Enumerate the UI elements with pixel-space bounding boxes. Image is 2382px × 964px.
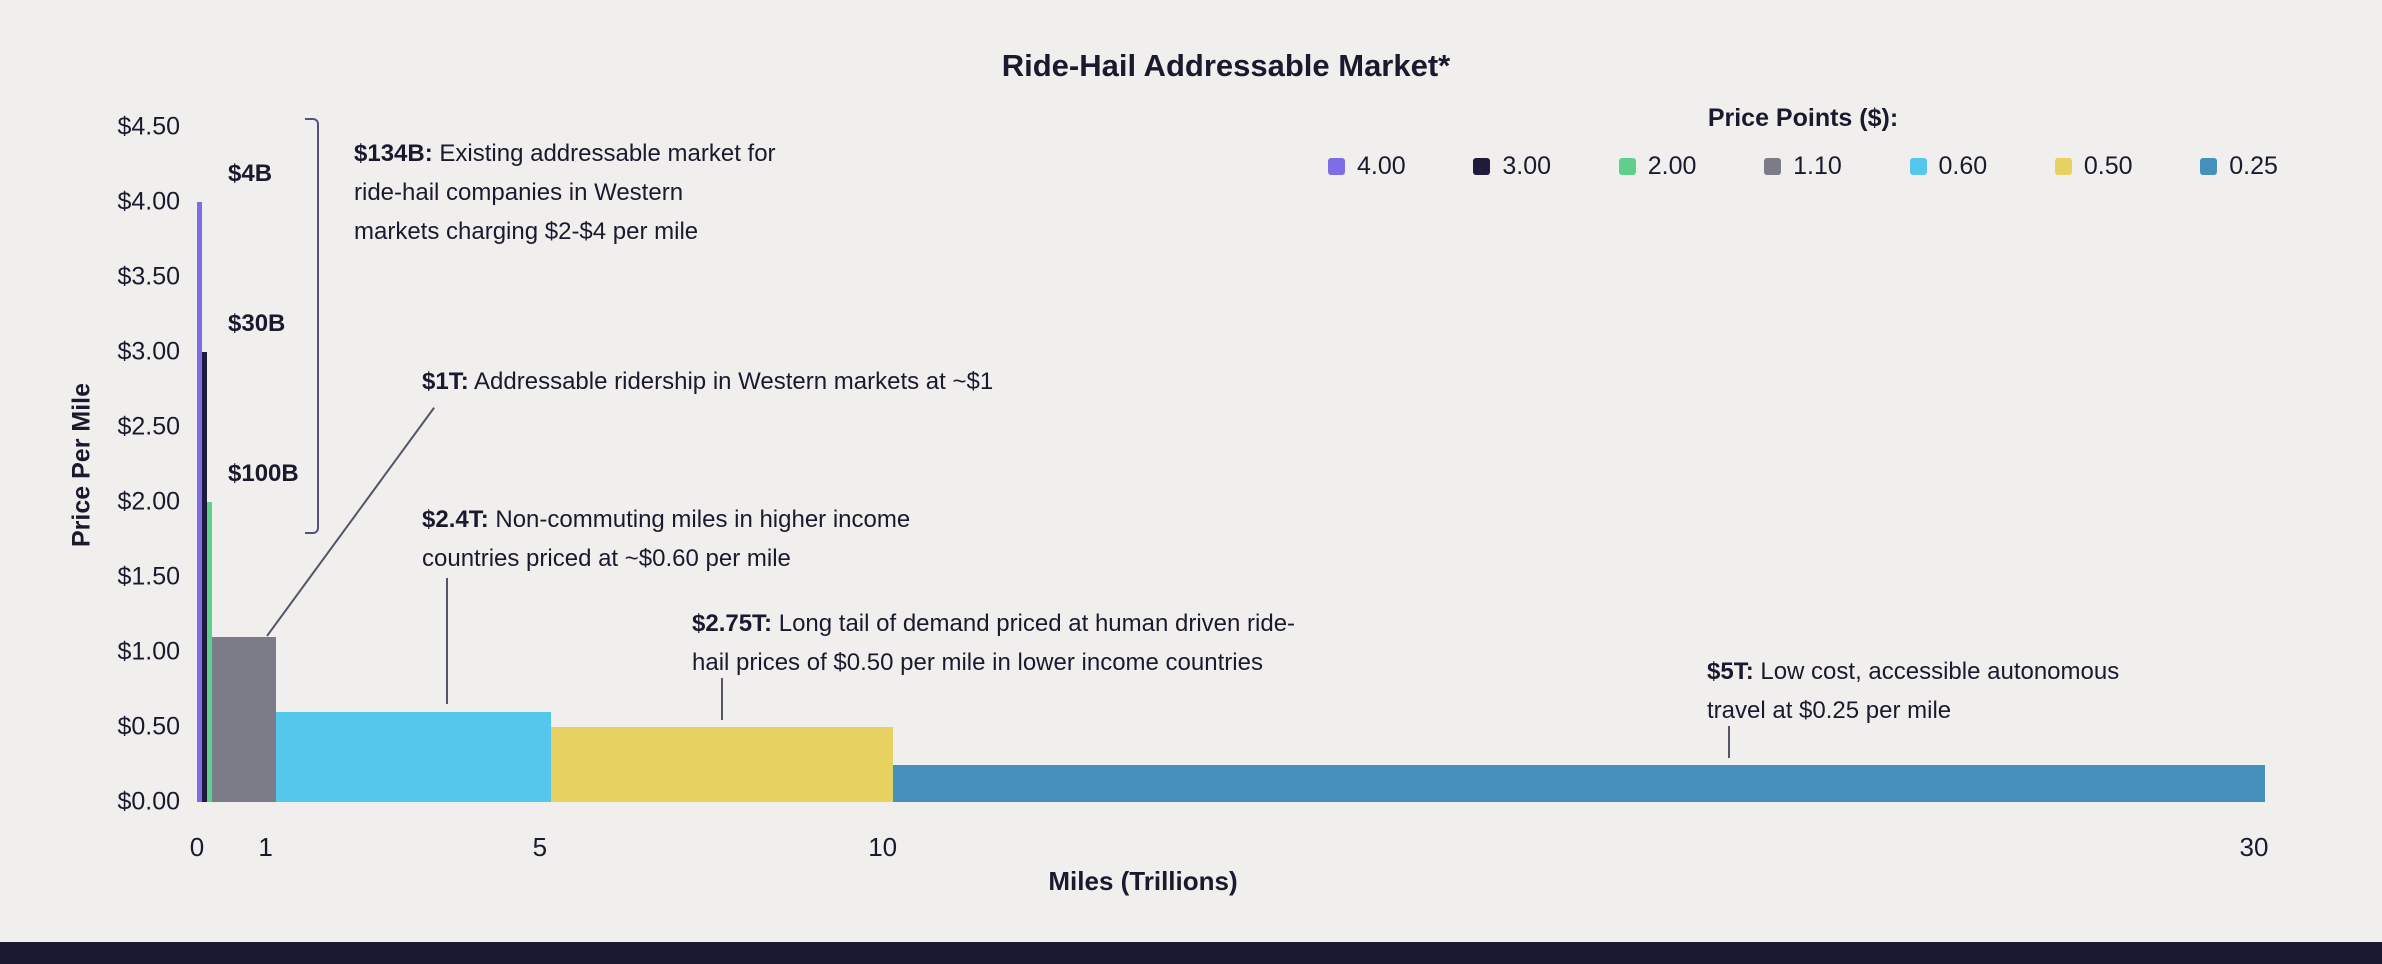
bar-revenue-label-2-00: $100B bbox=[228, 460, 299, 487]
annotation-ridership-1t: $1T: Addressable ridership in Western ma… bbox=[422, 362, 1242, 401]
bar-1-10 bbox=[212, 637, 277, 802]
x-tick-label-0: 0 bbox=[189, 832, 205, 862]
annotation-value-1t: $1T: bbox=[422, 368, 469, 395]
annotation-text-5t: Low cost, accessible autonomous travel a… bbox=[1707, 658, 2120, 724]
annotation-value-134b: $134B: bbox=[354, 140, 433, 167]
annotation-text-2-75t: Long tail of demand priced at human driv… bbox=[692, 610, 1296, 676]
bar-revenue-label-4-00: $4B bbox=[228, 160, 273, 187]
y-tick-label: $3.00 bbox=[117, 337, 180, 366]
legend-item-0-50: 0.50 bbox=[2054, 152, 2133, 181]
chart-title: Ride-Hail Addressable Market* bbox=[1001, 48, 1451, 83]
leader-line-5t bbox=[1728, 726, 1730, 758]
y-tick-label: $3.50 bbox=[117, 262, 180, 291]
y-tick-label: $2.00 bbox=[117, 487, 180, 516]
annotation-autonomous-5t: $5T: Low cost, accessible autonomous tra… bbox=[1707, 652, 2267, 730]
x-axis-title: Miles (Trillions) bbox=[1048, 866, 1238, 896]
leader-line-2-75t bbox=[721, 678, 723, 720]
annotation-noncommuting-2-4t: $2.4T: Non-commuting miles in higher inc… bbox=[422, 500, 1082, 578]
legend-item-label: 0.50 bbox=[2083, 152, 2133, 180]
footer-bar bbox=[0, 942, 2382, 964]
legend-item-3-00: 3.00 bbox=[1473, 152, 1551, 181]
annotation-longtail-2-75t: $2.75T: Long tail of demand priced at hu… bbox=[692, 604, 1492, 682]
bar-4-00 bbox=[197, 202, 202, 802]
legend-item-label: 0.60 bbox=[1938, 152, 1988, 180]
legend-title: Price Points ($): bbox=[1707, 104, 1899, 132]
legend-swatch-1-10 bbox=[1764, 158, 1782, 175]
bar-revenue-label-3-00: $30B bbox=[228, 310, 286, 337]
annotation-text-134b: Existing addressable market for ride-hai… bbox=[354, 140, 776, 245]
legend-swatch-0-50 bbox=[2054, 158, 2072, 175]
annotation-value-2-75t: $2.75T: bbox=[692, 610, 773, 637]
legend-item-label: 3.00 bbox=[1502, 152, 1552, 180]
x-tick-label-5: 5 bbox=[532, 832, 548, 862]
y-tick-label: $4.00 bbox=[117, 187, 180, 216]
annotation-text-2-4t: Non-commuting miles in higher income cou… bbox=[422, 506, 911, 572]
legend-item-4-00: 4.00 bbox=[1328, 152, 1406, 181]
bar-2-00 bbox=[207, 502, 212, 802]
legend-swatch-2-00 bbox=[1618, 158, 1636, 175]
y-tick-label: $0.00 bbox=[117, 787, 180, 816]
legend-swatch-0-25 bbox=[2200, 158, 2218, 175]
legend-item-2-00: 2.00 bbox=[1618, 152, 1697, 181]
legend-item-label: 2.00 bbox=[1647, 152, 1697, 180]
annotation-value-5t: $5T: bbox=[1707, 658, 1754, 685]
bar-0-60 bbox=[276, 712, 551, 802]
y-tick-label: $4.50 bbox=[117, 112, 180, 141]
legend-item-label: 1.10 bbox=[1793, 152, 1842, 180]
x-tick-label-1: 1 bbox=[258, 832, 273, 862]
bar-0-50 bbox=[550, 727, 894, 802]
legend-item-label: 0.25 bbox=[2229, 152, 2278, 180]
legend-swatch-3-00 bbox=[1473, 158, 1491, 175]
legend-item-label: 4.00 bbox=[1357, 152, 1406, 180]
legend-swatch-4-00 bbox=[1328, 158, 1345, 175]
annotation-text-1t: Addressable ridership in Western markets… bbox=[468, 368, 994, 395]
x-tick-label-30: 30 bbox=[2239, 832, 2269, 862]
legend: 4.00 3.00 2.00 1.10 0.60 0.50 0.25 bbox=[1328, 152, 2278, 181]
x-tick-label-10: 10 bbox=[868, 832, 898, 862]
y-tick-label: $1.50 bbox=[117, 562, 180, 591]
legend-item-0-60: 0.60 bbox=[1909, 152, 1988, 181]
annotation-value-2-4t: $2.4T: bbox=[422, 506, 489, 533]
y-tick-label: $0.50 bbox=[117, 712, 180, 741]
leader-line-2-4t bbox=[446, 578, 448, 704]
y-tick-label: $1.00 bbox=[117, 637, 180, 666]
legend-item-0-25: 0.25 bbox=[2200, 152, 2278, 181]
annotation-existing-market-134b: $134B: Existing addressable market for r… bbox=[354, 134, 914, 251]
y-tick-label: $2.50 bbox=[117, 412, 180, 441]
bracket-134b bbox=[305, 118, 319, 534]
legend-item-1-10: 1.10 bbox=[1764, 152, 1842, 181]
bar-0-25 bbox=[893, 764, 2265, 802]
legend-swatch-0-60 bbox=[1909, 158, 1927, 175]
bar-3-00 bbox=[202, 352, 207, 802]
